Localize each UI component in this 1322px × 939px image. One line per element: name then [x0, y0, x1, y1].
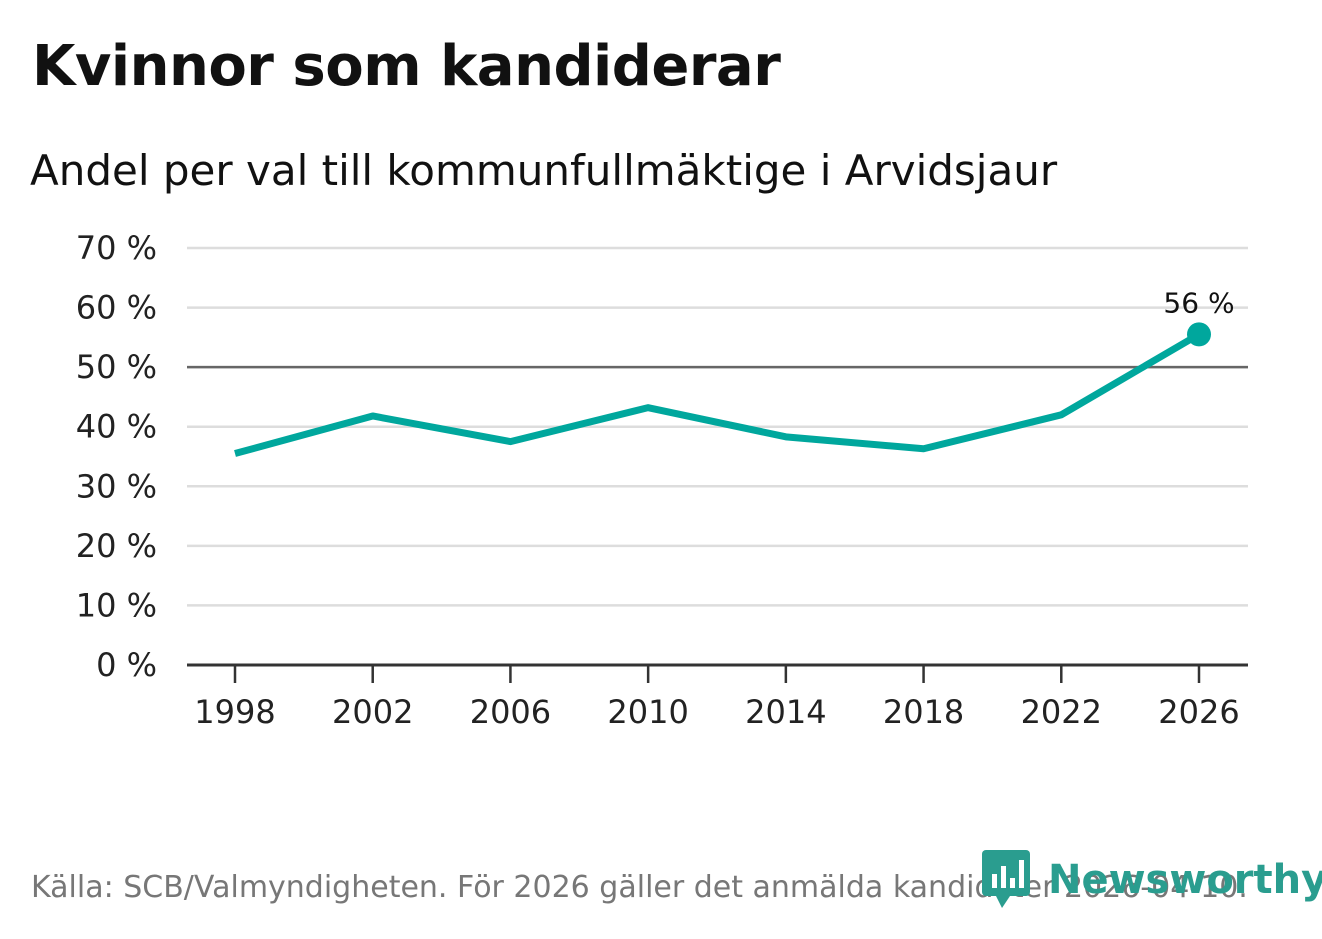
- data-label-latest: 56 %: [1163, 286, 1234, 319]
- chart-subtitle: Andel per val till kommunfullmäktige i A…: [30, 146, 1058, 195]
- series-line-0: [234, 331, 1201, 457]
- x-tick-label: 2022: [1021, 693, 1102, 731]
- series: [234, 331, 1201, 457]
- x-tick-label: 2002: [332, 693, 413, 731]
- y-tick-label: 10 %: [76, 586, 157, 624]
- newsworthy-brand[interactable]: Newsworthy: [982, 850, 1322, 910]
- y-tick-label: 60 %: [76, 289, 157, 327]
- annotations: 56 %: [1163, 286, 1235, 347]
- brand-name: Newsworthy: [1048, 857, 1322, 903]
- y-axis: 0 % 10 % 20 % 30 % 40 % 50 % 60 % 70 %: [76, 229, 157, 684]
- x-tick-label: 2006: [470, 693, 551, 731]
- source-note: Källa: SCB/Valmyndigheten. För 2026 gäll…: [31, 870, 1248, 905]
- y-tick-label: 0 %: [96, 646, 157, 684]
- x-tick-label: 2010: [607, 693, 688, 731]
- y-tick-label: 50 %: [76, 348, 157, 386]
- x-axis: 1998 2002 2006 2010 2014 2018 2022 2026: [187, 663, 1248, 731]
- chart-title: Kvinnor som kandiderar: [32, 34, 781, 99]
- x-tick-label: 2018: [883, 693, 964, 731]
- y-tick-label: 30 %: [76, 467, 157, 505]
- gridlines: [187, 246, 1248, 607]
- y-tick-label: 40 %: [76, 408, 157, 446]
- y-tick-label: 20 %: [76, 527, 157, 565]
- endpoint-marker: [1187, 322, 1211, 347]
- y-tick-label: 70 %: [76, 229, 157, 267]
- newsworthy-logo-icon: [982, 850, 1030, 908]
- x-tick-label: 2026: [1158, 693, 1239, 731]
- x-tick-label: 1998: [194, 693, 275, 731]
- x-tick-label: 2014: [745, 693, 826, 731]
